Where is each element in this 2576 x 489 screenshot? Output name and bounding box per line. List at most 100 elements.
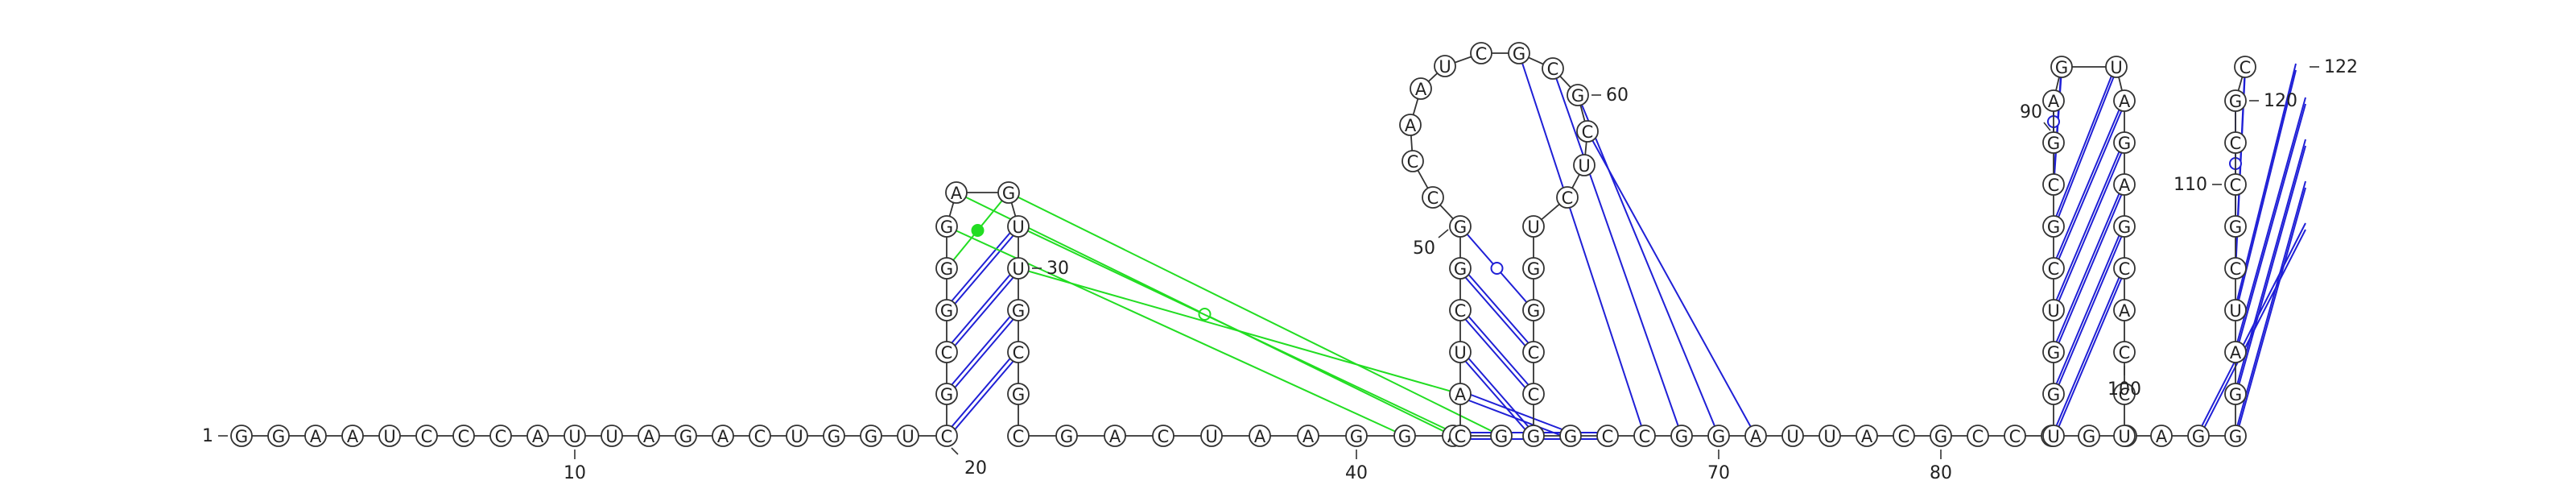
position-label: 30 — [1046, 259, 1069, 279]
nucleotide-circle — [1522, 341, 1545, 363]
nucleotide-90: C — [2042, 173, 2065, 196]
nucleotide-75: U — [1818, 425, 1841, 447]
nucleotide-43: G — [1490, 425, 1513, 447]
nucleotide-letter: G — [1675, 427, 1688, 446]
nucleotide-2: G — [267, 425, 290, 447]
nucleotide-82: G — [2078, 425, 2100, 447]
position-label: 122 — [2324, 57, 2358, 77]
position-label: 60 — [1606, 85, 1629, 106]
nucleotide-91: G — [2042, 131, 2065, 154]
nucleotide-circle — [712, 425, 734, 447]
position-tick — [2043, 122, 2051, 131]
pseudoknot-pair-line — [1018, 267, 1461, 395]
nucleotide-circle — [860, 425, 882, 447]
nucleotide-66: C — [1522, 383, 1545, 405]
nucleotide-letter: C — [1582, 122, 1594, 142]
canonical-pair-line — [1459, 264, 1534, 350]
canonical-pair-line — [2198, 222, 2306, 433]
nucleotide-circle — [1104, 425, 1126, 447]
nucleotide-circle — [564, 425, 586, 447]
nucleotide-letter: C — [1528, 385, 1540, 404]
nucleotide-circle — [2224, 131, 2247, 154]
nucleotide-47: C — [1449, 299, 1472, 321]
nucleotide-53: A — [1410, 77, 1432, 100]
nucleotide-circle — [1967, 425, 1989, 447]
nucleotide-circle — [2042, 173, 2065, 196]
nucleotide-letter: C — [1562, 189, 1574, 208]
nucleotide-circle — [2113, 341, 2136, 363]
canonical-pair-line — [2235, 139, 2306, 392]
base-pair-layer — [946, 52, 2306, 440]
nucleotide-letter: C — [1898, 427, 1910, 446]
nucleotide-letter: G — [1454, 218, 1467, 237]
nucleotide-letter: A — [2119, 301, 2131, 321]
nucleotide-circle — [1856, 425, 1878, 447]
canonical-pair-line — [2053, 139, 2125, 308]
nucleotide-17: G — [823, 425, 845, 447]
nucleotide-letter: C — [458, 427, 470, 446]
nucleotide-letter: G — [2229, 385, 2242, 404]
nucleotide-46: U — [1449, 341, 1472, 363]
nucleotide-circle — [935, 425, 958, 447]
nucleotide-letter: U — [2047, 301, 2059, 321]
nucleotide-13: G — [675, 425, 697, 447]
position-label: 1 — [202, 426, 213, 446]
nucleotide-letter: G — [1454, 259, 1467, 279]
nucleotide-letter: C — [1528, 343, 1540, 363]
nucleotide-39: A — [1297, 425, 1319, 447]
canonical-pair-line — [2235, 187, 2306, 440]
nucleotide-65: C — [1522, 341, 1545, 363]
canonical-pair-line — [2053, 187, 2125, 356]
nucleotide-letter: A — [643, 427, 655, 446]
nucleotide-circle — [1055, 425, 1078, 447]
nucleotide-70: C — [1633, 425, 1656, 447]
nucleotide-circle — [1345, 425, 1368, 447]
nucleotide-letter: C — [2240, 58, 2252, 77]
nucleotide-circle — [1470, 42, 1492, 64]
nucleotide-33: C — [1007, 425, 1030, 447]
canonical-pair-line — [1459, 306, 1534, 392]
nucleotide-36: C — [1152, 425, 1174, 447]
nucleotide-88: C — [2042, 257, 2065, 280]
nucleotide-circle — [1522, 299, 1545, 321]
nucleotide-letter: A — [1302, 427, 1315, 446]
nucleotide-letter: U — [1012, 259, 1024, 279]
nucleotide-110: C — [2224, 257, 2247, 280]
nucleotide-circle — [489, 425, 512, 447]
nucleotide-circle — [1633, 425, 1656, 447]
nucleotide-letter: C — [754, 427, 766, 446]
nucleotide-11: U — [601, 425, 623, 447]
nucleotide-letter: G — [1398, 427, 1411, 446]
nucleotide-79: C — [1967, 425, 1989, 447]
nucleotide-circle — [1399, 114, 1422, 136]
nucleotide-circle — [1559, 425, 1582, 447]
nucleotide-92: A — [2042, 89, 2065, 112]
nucleotide-letter: U — [1454, 343, 1466, 363]
canonical-pair-line — [946, 354, 1019, 440]
nucleotide-circle — [2234, 56, 2256, 78]
nucleotide-circle — [1522, 257, 1545, 280]
canonical-pair-line — [2053, 69, 2062, 189]
nucleotide-letter: C — [1455, 427, 1467, 446]
nucleotide-letter: A — [1405, 116, 1417, 135]
nucleotide-circle — [1930, 425, 1952, 447]
nucleotide-letter: U — [2229, 301, 2241, 321]
nucleotide-74: U — [1781, 425, 1804, 447]
position-label: 80 — [1930, 463, 1952, 483]
nucleotide-circle — [675, 425, 697, 447]
nucleotide-letter: G — [1934, 427, 1947, 446]
nucleotide-52: A — [1399, 114, 1422, 136]
canonical-pair-line — [946, 264, 1019, 350]
nucleotide-circle — [2042, 215, 2065, 238]
nucleotide-circle — [230, 425, 253, 447]
nucleotide-circle — [2224, 425, 2247, 447]
nucleotide-letter: C — [1972, 427, 1984, 446]
nucleotide-69: C — [1596, 425, 1619, 447]
nucleotide-61: C — [1556, 186, 1579, 209]
nucleotide-circle — [415, 425, 438, 447]
nucleotide-14: A — [712, 425, 734, 447]
nucleotide-circle — [823, 425, 845, 447]
nucleotide-32: G — [1007, 383, 1030, 405]
